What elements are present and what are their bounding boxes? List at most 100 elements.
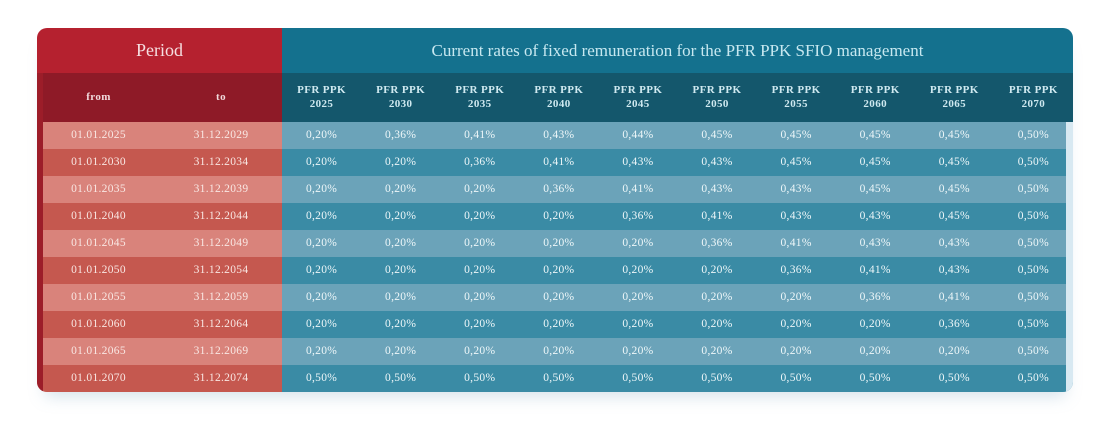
fund-year: 2055 [784, 97, 808, 110]
fund-name: PFR PPK [1008, 83, 1058, 96]
rate-cell: 0,50% [993, 149, 1073, 176]
rate-cell: 0,20% [598, 284, 678, 311]
period-from-cell: 01.01.2035 [37, 176, 160, 203]
rate-cell: 0,44% [598, 122, 678, 149]
rate-cell: 0,45% [835, 149, 915, 176]
period-header: Period [37, 28, 282, 73]
fund-column-header: PFR PPK 2035 [440, 73, 520, 122]
rate-cell: 0,50% [835, 365, 915, 392]
fund-name: PFR PPK [850, 83, 900, 96]
rate-cell: 0,45% [914, 122, 994, 149]
fund-name: PFR PPK [613, 83, 663, 96]
period-to-cell: 31.12.2044 [160, 203, 282, 230]
rate-cell: 0,20% [361, 176, 441, 203]
period-to-cell: 31.12.2039 [160, 176, 282, 203]
rate-cell: 0,20% [677, 338, 757, 365]
rate-cell: 0,50% [440, 365, 520, 392]
rate-cell: 0,43% [677, 176, 757, 203]
rate-cell: 0,43% [677, 149, 757, 176]
remuneration-rates-table: Period Current rates of fixed remunerati… [37, 28, 1073, 392]
fund-year: 2045 [626, 97, 650, 110]
period-to-cell: 31.12.2069 [160, 338, 282, 365]
fund-name: PFR PPK [771, 83, 821, 96]
rate-cell: 0,50% [993, 230, 1073, 257]
rate-cell: 0,41% [914, 284, 994, 311]
rate-cell: 0,43% [914, 257, 994, 284]
period-to-cell: 31.12.2034 [160, 149, 282, 176]
rate-cell: 0,36% [361, 122, 441, 149]
table-right-edge [1066, 122, 1073, 392]
period-to-cell: 31.12.2029 [160, 122, 282, 149]
period-to-cell: 31.12.2049 [160, 230, 282, 257]
rate-cell: 0,20% [598, 257, 678, 284]
rate-cell: 0,20% [677, 257, 757, 284]
fund-year: 2030 [388, 97, 413, 110]
rate-cell: 0,20% [835, 338, 915, 365]
rate-cell: 0,36% [835, 284, 915, 311]
rate-cell: 0,20% [361, 230, 441, 257]
fund-column-header: PFR PPK 2040 [519, 73, 599, 122]
rate-cell: 0,20% [677, 311, 757, 338]
fund-column-header: PFR PPK 2060 [835, 73, 915, 122]
rate-cell: 0,36% [914, 311, 994, 338]
rate-cell: 0,20% [361, 284, 441, 311]
rate-cell: 0,50% [282, 365, 362, 392]
rate-cell: 0,43% [598, 149, 678, 176]
fund-column-header: PFR PPK 2045 [598, 73, 678, 122]
rate-cell: 0,50% [519, 365, 599, 392]
rate-cell: 0,20% [440, 176, 520, 203]
fund-name: PFR PPK [929, 83, 979, 96]
rate-cell: 0,45% [835, 176, 915, 203]
fund-column-header: PFR PPK 2025 [282, 73, 362, 122]
rate-cell: 0,45% [914, 203, 994, 230]
fund-year: 2040 [547, 97, 571, 110]
fund-year: 2035 [467, 97, 492, 110]
rate-cell: 0,20% [598, 311, 678, 338]
rate-cell: 0,50% [677, 365, 757, 392]
fund-column-header: PFR PPK 2070 [993, 73, 1073, 122]
fund-name: PFR PPK [692, 83, 742, 96]
period-from-cell: 01.01.2065 [37, 338, 160, 365]
rate-cell: 0,20% [440, 203, 520, 230]
rate-cell: 0,20% [361, 338, 441, 365]
rate-cell: 0,36% [598, 203, 678, 230]
rate-cell: 0,50% [914, 365, 994, 392]
rate-cell: 0,50% [361, 365, 441, 392]
rate-cell: 0,41% [835, 257, 915, 284]
period-from-cell: 01.01.2070 [37, 365, 160, 392]
rate-cell: 0,20% [282, 230, 362, 257]
rate-cell: 0,20% [677, 284, 757, 311]
to-column-header: to [160, 73, 282, 122]
fund-year: 2065 [942, 97, 967, 110]
rate-cell: 0,45% [914, 149, 994, 176]
fund-name: PFR PPK [297, 83, 347, 96]
rate-cell: 0,20% [361, 149, 441, 176]
from-column-header: from [37, 73, 160, 122]
period-to-cell: 31.12.2054 [160, 257, 282, 284]
rate-cell: 0,20% [282, 338, 362, 365]
rate-cell: 0,20% [519, 311, 599, 338]
rate-cell: 0,20% [519, 203, 599, 230]
period-from-cell: 01.01.2025 [37, 122, 160, 149]
rate-cell: 0,20% [519, 230, 599, 257]
rate-cell: 0,36% [519, 176, 599, 203]
rate-cell: 0,36% [440, 149, 520, 176]
rate-cell: 0,50% [993, 203, 1073, 230]
rate-cell: 0,41% [756, 230, 836, 257]
table-left-edge [37, 73, 43, 392]
period-from-cell: 01.01.2045 [37, 230, 160, 257]
rate-cell: 0,20% [282, 122, 362, 149]
rate-cell: 0,41% [440, 122, 520, 149]
rate-cell: 0,20% [835, 311, 915, 338]
fund-year: 2025 [309, 97, 334, 110]
rate-cell: 0,50% [993, 257, 1073, 284]
rate-cell: 0,20% [361, 257, 441, 284]
rate-cell: 0,20% [598, 230, 678, 257]
fund-name: PFR PPK [534, 83, 584, 96]
rate-cell: 0,20% [519, 257, 599, 284]
fund-column-header: PFR PPK 2050 [677, 73, 757, 122]
rate-cell: 0,20% [440, 338, 520, 365]
rate-cell: 0,20% [282, 257, 362, 284]
period-from-cell: 01.01.2030 [37, 149, 160, 176]
